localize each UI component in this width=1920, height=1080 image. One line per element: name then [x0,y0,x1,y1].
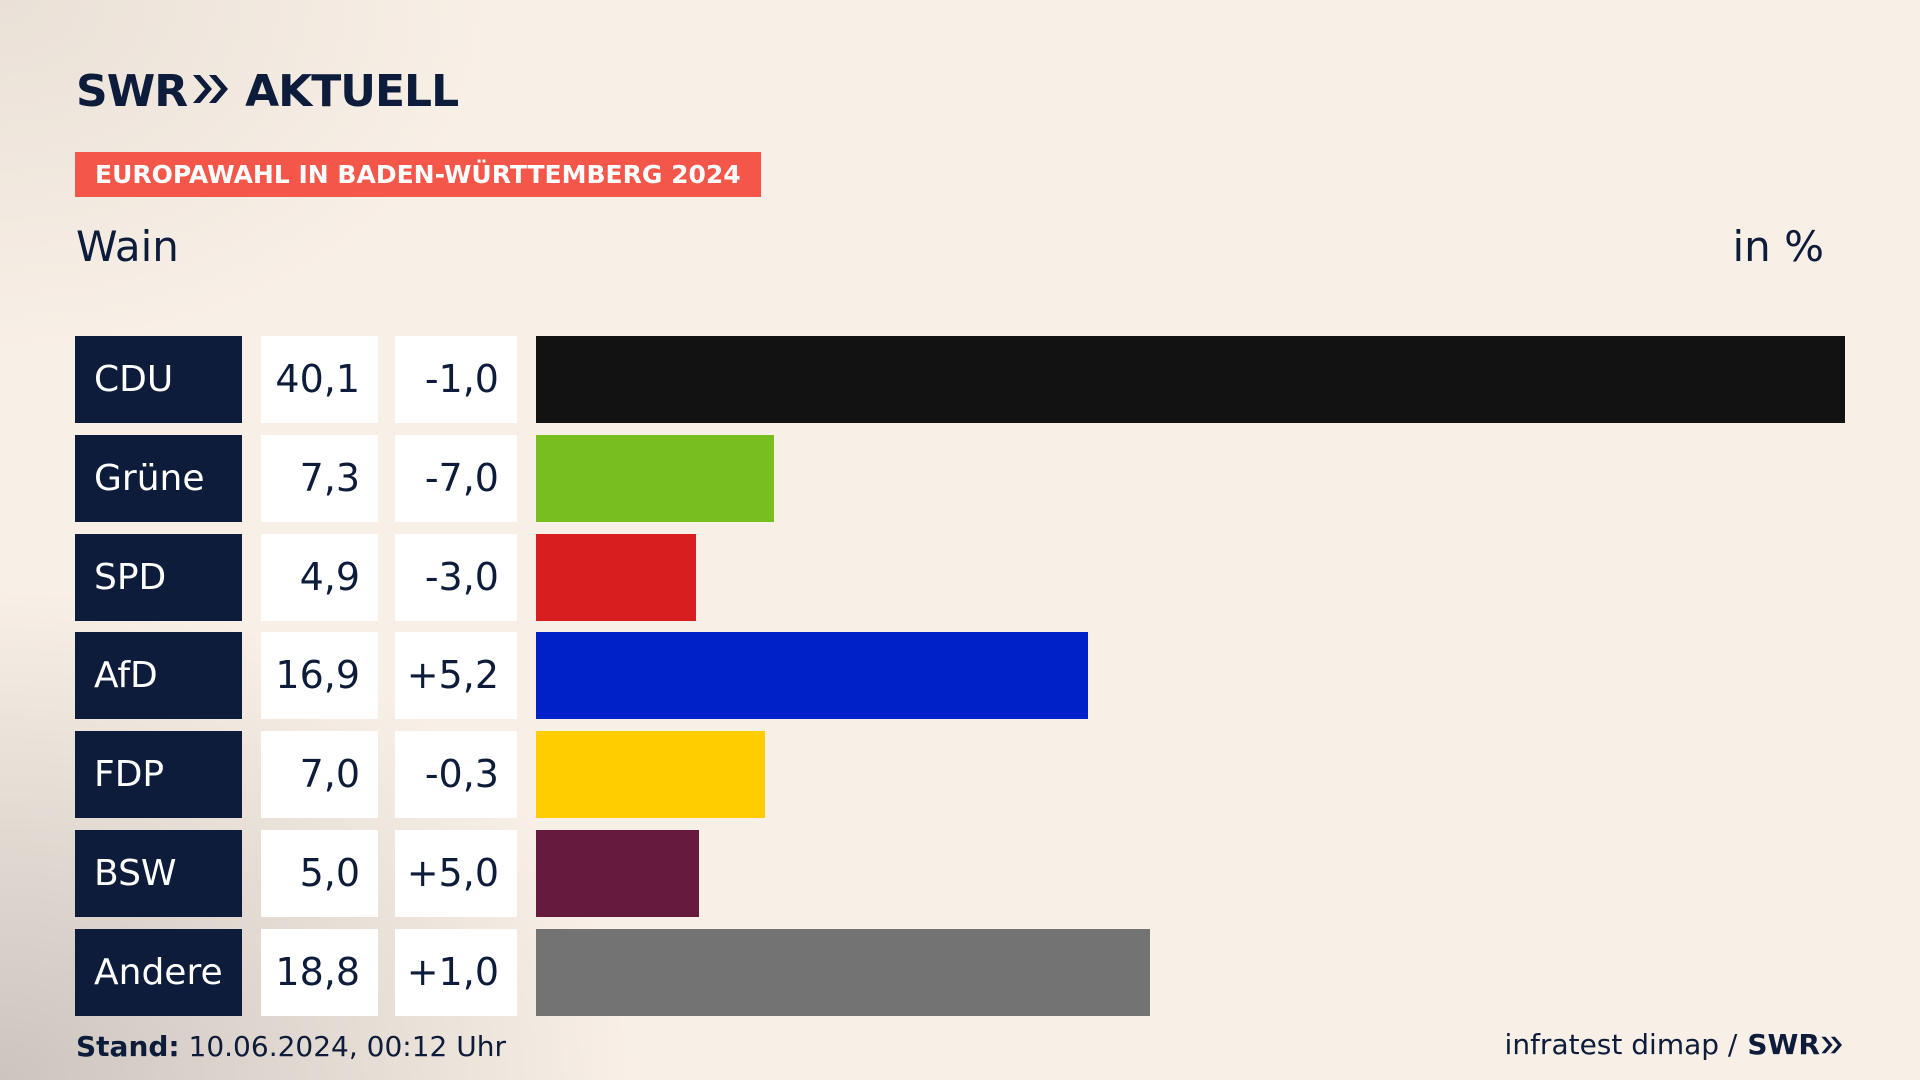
party-label: FDP [75,731,242,819]
swr-aktuell-logo: SWR AKTUELL [76,65,459,117]
unit-label: in % [1732,222,1824,271]
party-label: SPD [75,533,242,621]
party-label: Andere [75,928,242,1016]
double-chevron-icon [191,66,231,117]
result-bar [536,336,1845,423]
result-row: CDU 40,1 -1,0 [75,336,1845,423]
vote-share-value: 7,0 [261,731,378,819]
source-brand-text: SWR [1747,1028,1820,1061]
result-row: SPD 4,9 -3,0 [75,533,1845,621]
source-brand: SWR [1747,1028,1844,1061]
vote-share-value: 18,8 [261,928,378,1016]
result-row: AfD 16,9 +5,2 [75,632,1845,720]
brand-main: SWR [76,65,188,117]
party-label: CDU [75,336,242,423]
vote-change-value: -7,0 [395,434,517,522]
result-bar [536,731,765,819]
brand-sub: AKTUELL [245,65,459,117]
party-label: AfD [75,632,242,720]
double-chevron-small-icon [1821,1036,1842,1053]
result-row: FDP 7,0 -0,3 [75,731,1845,819]
region-title: Wain [76,222,179,271]
vote-share-value: 7,3 [261,434,378,522]
vote-change-value: +5,0 [395,830,517,917]
result-bar [536,830,700,917]
vote-change-value: -3,0 [395,533,517,621]
vote-change-value: -0,3 [395,731,517,819]
stand-label: Stand: [76,1030,180,1063]
vote-share-value: 4,9 [261,533,378,621]
footer-source: infratest dimap / SWR [1505,1028,1844,1061]
election-tag: EUROPAWAHL IN BADEN-WÜRTTEMBERG 2024 [75,152,761,197]
party-label: BSW [75,830,242,917]
vote-change-value: +1,0 [395,928,517,1016]
result-bar [536,533,696,621]
result-row: Grüne 7,3 -7,0 [75,434,1845,522]
vote-share-value: 16,9 [261,632,378,720]
result-bar [536,928,1150,1016]
result-bar [536,434,775,522]
result-bar [536,632,1088,720]
footer-timestamp: Stand: 10.06.2024, 00:12 Uhr [76,1030,506,1063]
vote-change-value: -1,0 [395,336,517,423]
vote-change-value: +5,2 [395,632,517,720]
result-row: Andere 18,8 +1,0 [75,928,1845,1016]
result-row: BSW 5,0 +5,0 [75,830,1845,917]
source-label: infratest dimap / [1504,1028,1738,1061]
vote-share-value: 5,0 [261,830,378,917]
stand-value: 10.06.2024, 00:12 Uhr [188,1030,506,1063]
party-label: Grüne [75,434,242,522]
vote-share-value: 40,1 [261,336,378,423]
